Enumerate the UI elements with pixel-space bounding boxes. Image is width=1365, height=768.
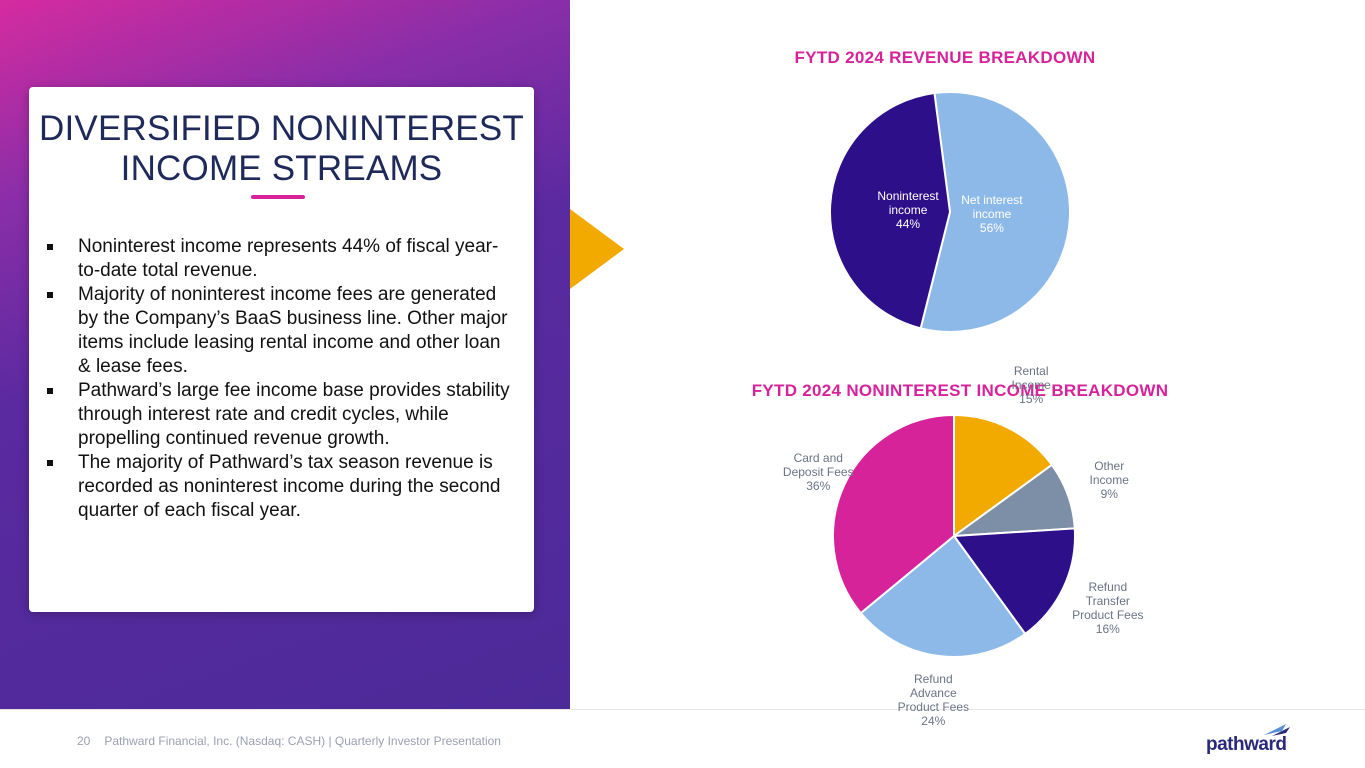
pie-slice-label: Rental Income 15% (1011, 363, 1051, 406)
pie-slice (829, 91, 952, 330)
pie-slice-label: Other Income 9% (1089, 459, 1129, 502)
footer: 20 Pathward Financial, Inc. (Nasdaq: CASH… (77, 734, 501, 748)
bullet-item: The majority of Pathward’s tax season re… (47, 451, 517, 523)
bullet-text: Majority of noninterest income fees are … (78, 284, 508, 377)
arrow-pointer-icon (570, 209, 624, 289)
pathward-logo: pathward (1206, 722, 1296, 756)
bullet-text: Pathward’s large fee income base provide… (78, 380, 510, 449)
logo-arrow-icon (1264, 724, 1290, 736)
bullet-square-icon (47, 388, 53, 394)
slide-title-line-2: INCOME STREAMS (120, 149, 443, 188)
bullet-text: Noninterest income represents 44% of fis… (78, 236, 499, 281)
bullet-square-icon (47, 244, 53, 250)
slide-title-line-1: DIVERSIFIED NONINTEREST (39, 109, 524, 148)
noninterest-chart-title: FYTD 2024 NONINTEREST INCOME BREAKDOWN (751, 381, 1169, 400)
logo-wordmark: pathward (1206, 734, 1287, 755)
pie-slice (859, 534, 1027, 658)
bullet-square-icon (47, 292, 53, 298)
bullet-text: The majority of Pathward’s tax season re… (78, 452, 501, 521)
noninterest-pie-chart (832, 413, 1076, 658)
title-underline (251, 195, 305, 199)
pie-slice (952, 527, 1076, 636)
pie-slice-label: Card and Deposit Fees 36% (782, 451, 854, 494)
pie-slice-label: Net interest income 56% (961, 193, 1023, 236)
bullet-item: Majority of noninterest income fees are … (47, 283, 517, 379)
revenue-chart-title: FYTD 2024 REVENUE BREAKDOWN (794, 48, 1096, 67)
page-number: 20 (77, 734, 91, 748)
footer-caption: Pathward Financial, Inc. (Nasdaq: CASH) … (104, 734, 501, 748)
summary-card: DIVERSIFIED NONINTEREST INCOME STREAMS N… (29, 87, 534, 612)
pie-slice (832, 413, 955, 615)
pie-slice (953, 413, 1054, 538)
pie-slice-label: Refund Advance Product Fees 24% (897, 671, 969, 728)
revenue-pie-chart (829, 91, 1071, 333)
bullet-square-icon (47, 460, 53, 466)
footer-divider (0, 709, 1365, 710)
bullet-item: Pathward’s large fee income base provide… (47, 379, 517, 451)
pie-slice (919, 91, 1071, 333)
pie-slice-label: Noninterest income 44% (877, 188, 939, 231)
bullet-item: Noninterest income represents 44% of fis… (47, 235, 517, 283)
slide-title: DIVERSIFIED NONINTEREST INCOME STREAMS (29, 109, 534, 189)
bullet-list: Noninterest income represents 44% of fis… (47, 235, 517, 523)
pie-slice-label: Refund Transfer Product Fees 16% (1072, 580, 1144, 637)
